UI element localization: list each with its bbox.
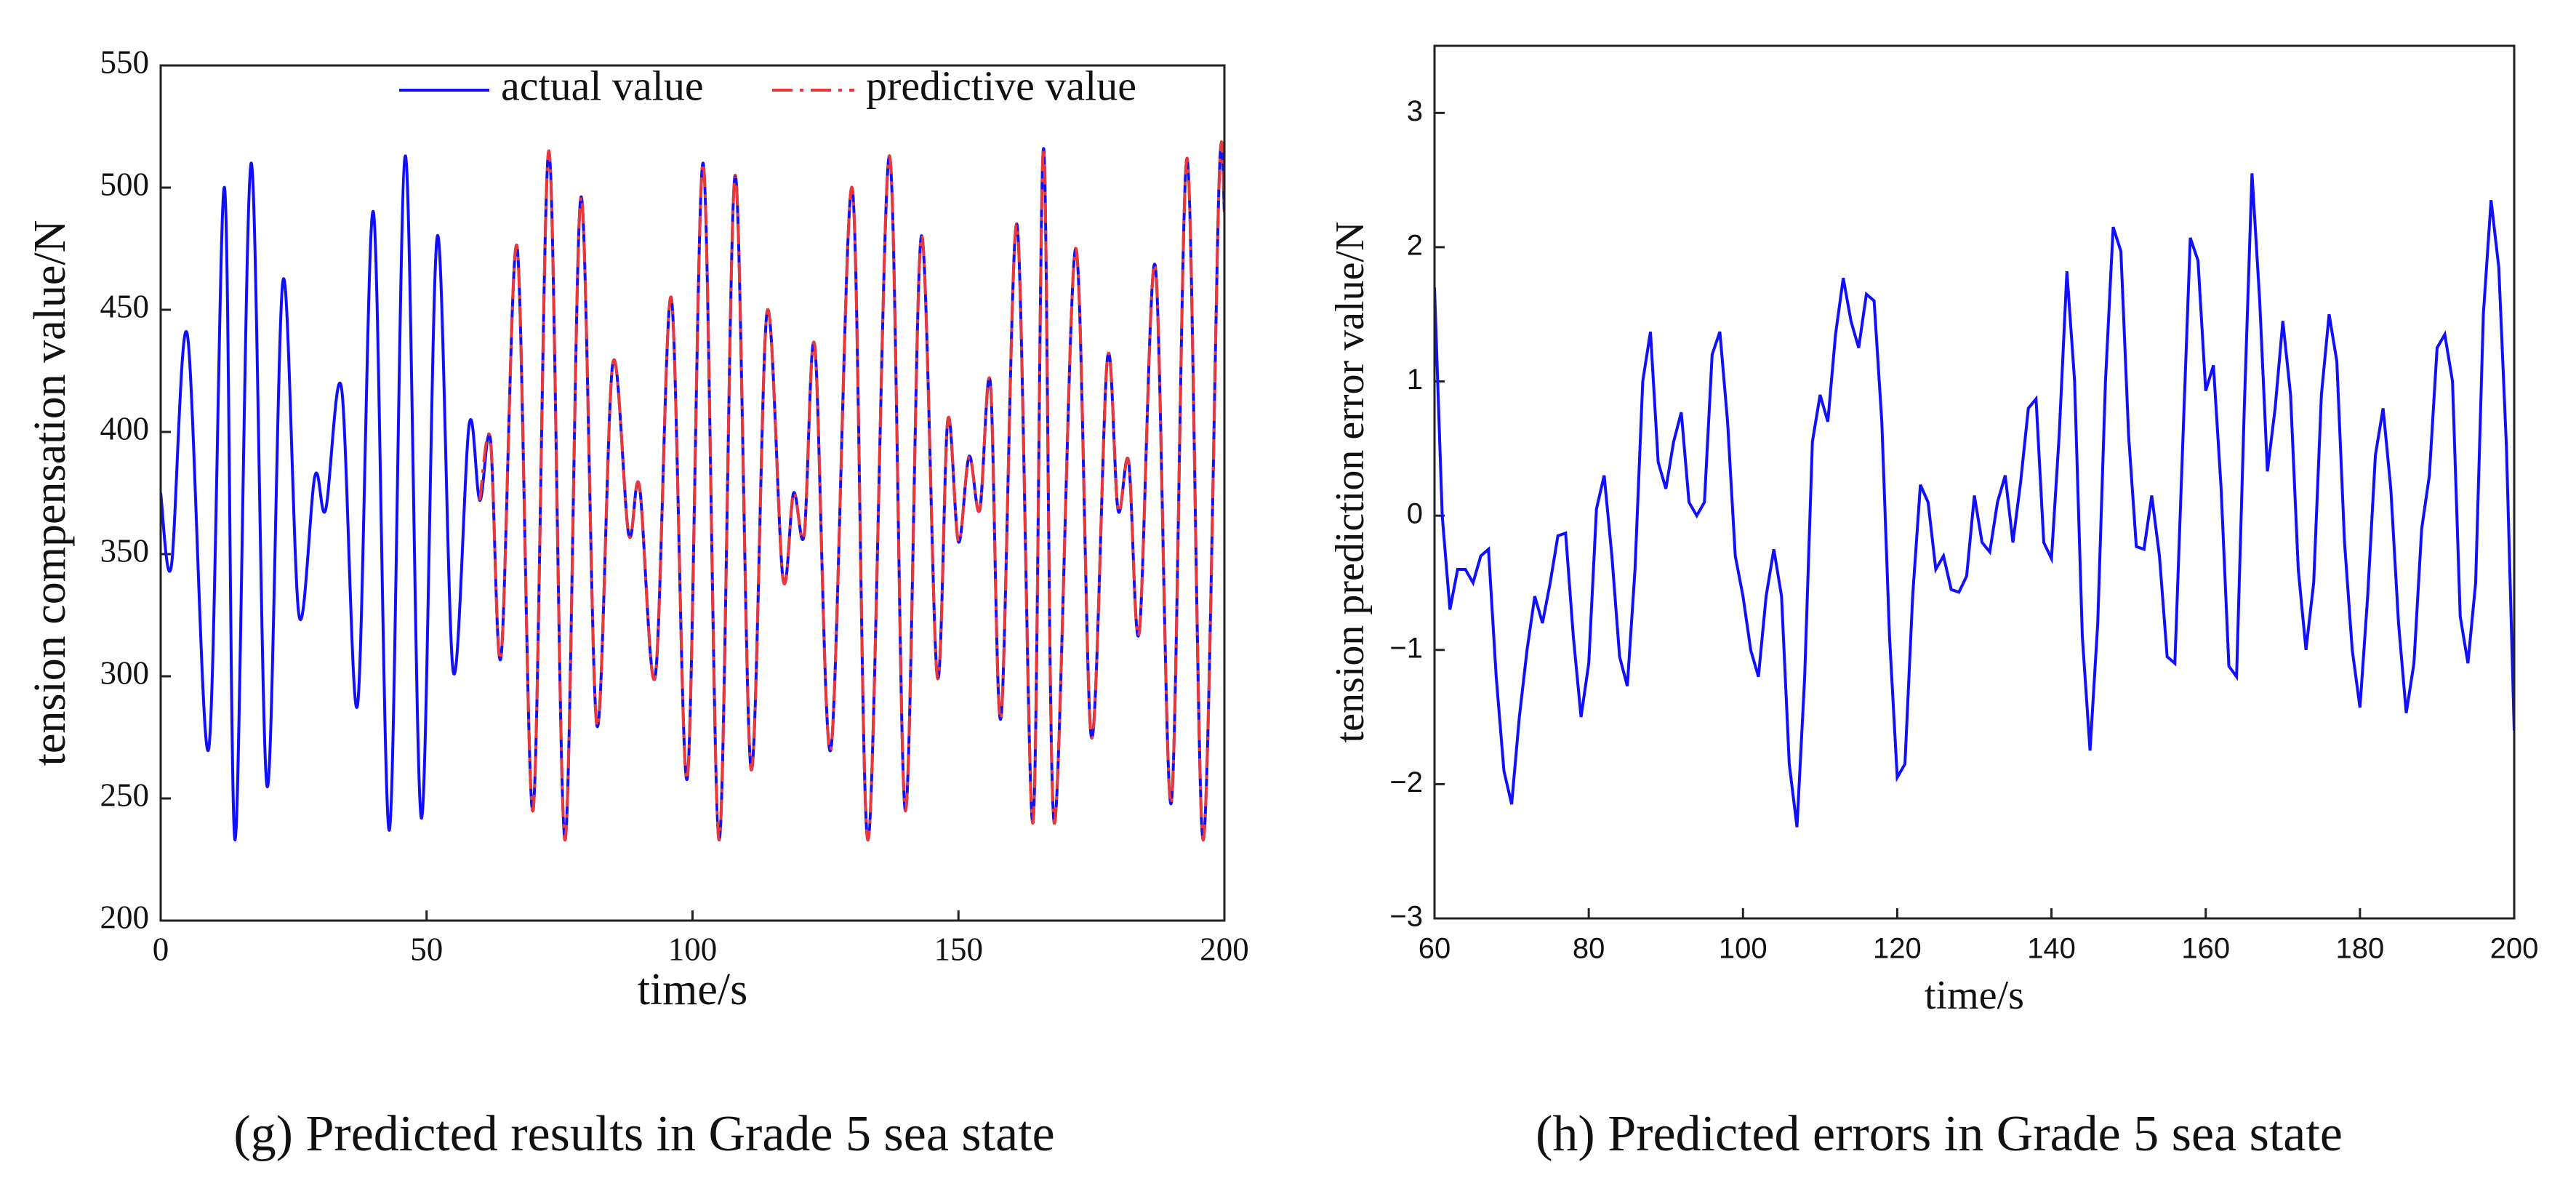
x-tick-label: 100 <box>1719 933 1768 965</box>
x-axis-label: time/s <box>1925 973 2024 1018</box>
y-tick-label: 2 <box>1407 229 1423 261</box>
chart: 200 250 300 350 400 450 500 550 0 50 100 150 200 actu… <box>25 44 1249 1162</box>
series-line <box>161 140 1224 842</box>
x-tick-label: 60 <box>1419 933 1451 965</box>
x-tick-label: 100 <box>668 931 718 967</box>
y-tick-label: −2 <box>1389 766 1423 798</box>
caption: (g) Predicted results in Grade 5 sea sta… <box>233 1106 1054 1162</box>
series-line <box>478 140 1224 842</box>
y-tick-label: −3 <box>1389 901 1423 933</box>
chart: −3 −2 −1 0 1 2 3 60 80 100 120 140 160 180 200 time/s te… <box>1328 44 2539 1162</box>
x-tick-label: 140 <box>2027 933 2076 965</box>
x-tick-label: 150 <box>934 931 984 967</box>
x-tick-label: 120 <box>1873 933 1922 965</box>
y-tick-label: 200 <box>100 899 150 935</box>
x-tick-label: 180 <box>2335 933 2384 965</box>
x-tick-label: 200 <box>1200 931 1249 967</box>
y-tick-label: 0 <box>1407 498 1423 530</box>
y-tick-label: −1 <box>1389 632 1423 664</box>
x-tick-label: 0 <box>153 931 169 967</box>
x-axis-label: time/s <box>638 965 748 1014</box>
series-line <box>1435 173 2514 828</box>
x-tick-label: 160 <box>2181 933 2230 965</box>
y-tick-label: 450 <box>100 288 150 324</box>
y-tick-label: 3 <box>1407 95 1423 127</box>
x-tick-label: 200 <box>2490 933 2539 965</box>
y-tick-label: 400 <box>100 410 150 446</box>
y-tick-label: 1 <box>1407 364 1423 396</box>
y-tick-label: 250 <box>100 777 150 813</box>
y-axis-label: tension compensation value/N <box>25 220 75 766</box>
plot-frame <box>159 64 1226 922</box>
x-tick-label: 80 <box>1573 933 1605 965</box>
legend-label: predictive value <box>866 62 1136 109</box>
caption: (h) Predicted errors in Grade 5 sea stat… <box>1536 1106 2343 1162</box>
y-axis-label: tension prediction error value/N <box>1328 222 1373 743</box>
y-tick-label: 350 <box>100 532 150 569</box>
y-tick-label: 500 <box>100 166 150 202</box>
plot-frame <box>1433 44 2516 920</box>
x-tick-label: 50 <box>410 931 443 967</box>
y-tick-label: 550 <box>100 44 150 80</box>
y-tick-label: 300 <box>100 654 150 691</box>
legend-label: actual value <box>501 62 704 109</box>
